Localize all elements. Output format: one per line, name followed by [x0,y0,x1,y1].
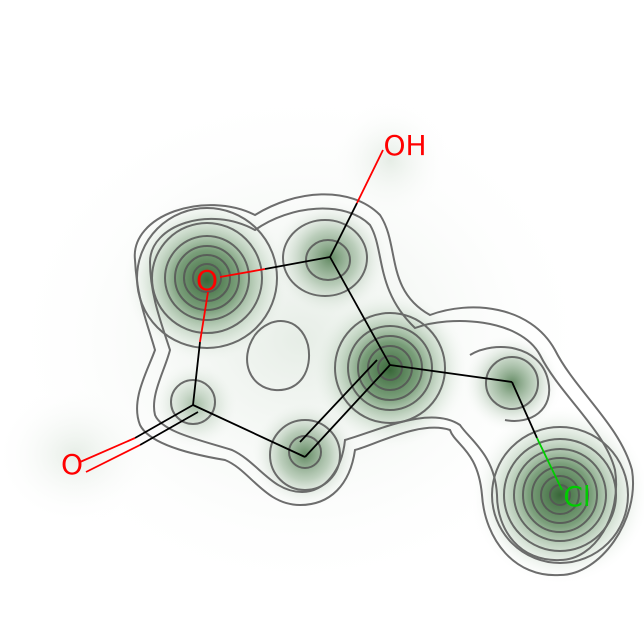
bond-c2-oh-a [329,202,358,258]
bond-c5-o6-d [85,444,141,473]
bond-ch2-cl-a [511,381,538,439]
bond-c5-o1-a [192,341,201,406]
atom-label-chlorine: Cl [563,480,590,513]
atom-label-ring-oxygen: O [196,264,218,297]
atom-labels: O OH O Cl [61,129,591,513]
bond-o1-c2 [219,268,266,278]
bond-c2-oh-b [356,149,384,204]
bond-c3-ch2 [389,364,513,383]
contour-ring-hole [246,320,311,392]
bond-c2-c3 [329,256,391,366]
contour-outer [133,193,635,577]
bond-c5-o6-c [139,411,199,446]
contour-lines [133,193,635,577]
atom-label-carbonyl-oxygen: O [61,448,83,481]
bond-c3-c4-double [299,359,378,443]
bond-o1-c2-b [264,256,331,270]
bonds [79,149,563,491]
bond-ch2-cl-b [536,437,563,491]
bond-c5-o6-a [134,404,194,439]
bond-c5-o1-b [199,291,209,343]
bond-c5-o6-b [79,437,136,463]
atom-label-hydroxyl: OH [383,129,426,162]
contour-outer-2 [148,207,618,562]
bond-c4-c5 [192,404,306,458]
bond-c3-c4 [304,364,391,458]
